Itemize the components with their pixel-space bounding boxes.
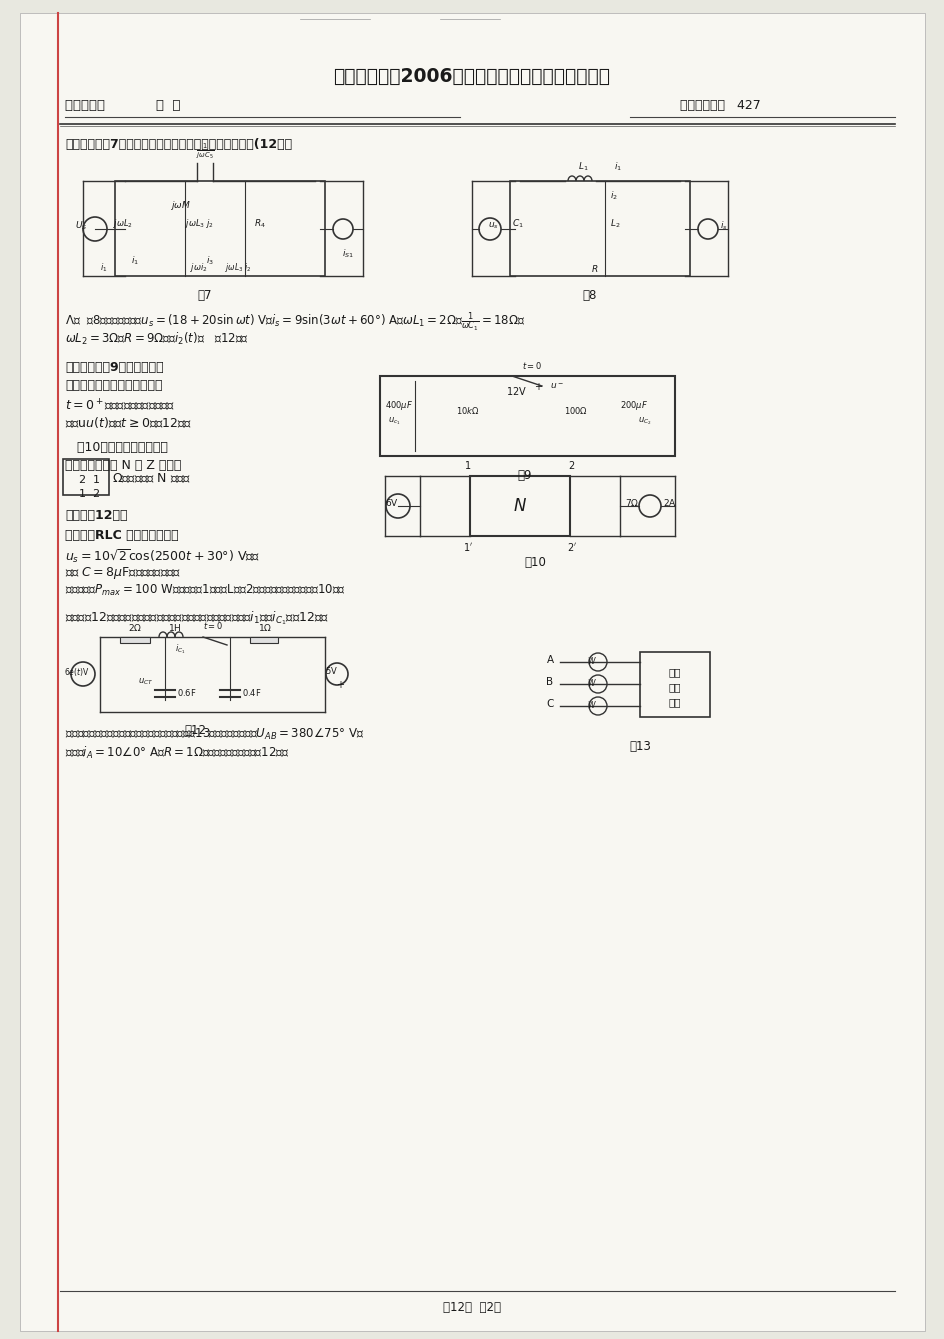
FancyBboxPatch shape — [20, 13, 924, 1331]
Text: $2'$: $2'$ — [566, 541, 577, 553]
Text: 电压u$u(t)$。（$t\geq 0$）（12分）: 电压u$u(t)$。（$t\geq 0$）（12分） — [65, 415, 192, 430]
Text: $i_s$: $i_s$ — [719, 220, 727, 232]
Text: $\omega L_2 = 3\Omega$，$R = 9\Omega$，求$i_2(t)$。   （12分）: $\omega L_2 = 3\Omega$，$R = 9\Omega$，求$i… — [65, 331, 248, 347]
Text: $1\mathrm{H}$: $1\mathrm{H}$ — [168, 623, 181, 633]
Bar — [510, 181, 689, 276]
Text: 十三、用两功率表测对称三相电路功率的接线如图13所示，已知线电压$U_{AB} = 380\angle 75°$ V，: 十三、用两功率表测对称三相电路功率的接线如图13所示，已知线电压$U_{AB} … — [65, 727, 363, 742]
Text: $1$: $1$ — [464, 459, 471, 471]
Text: $+$: $+$ — [534, 380, 543, 391]
Text: $j\omega M$: $j\omega M$ — [170, 200, 191, 212]
Text: 图10所示电路中，不含独: 图10所示电路中，不含独 — [65, 441, 168, 454]
Text: 图9: 图9 — [517, 469, 531, 482]
Text: $t{=}0$: $t{=}0$ — [521, 360, 542, 371]
Text: 十一、　RLC 串联电路至电源: 十一、 RLC 串联电路至电源 — [65, 529, 178, 542]
Text: $R$: $R$ — [591, 262, 598, 273]
Bar — [115, 181, 325, 276]
Text: $200\mu F$: $200\mu F$ — [619, 399, 648, 412]
Text: 图10: 图10 — [524, 556, 546, 569]
Text: 图7: 图7 — [197, 289, 212, 303]
Text: C: C — [546, 699, 553, 708]
Text: 九、电路如图9所示，开关原: 九、电路如图9所示，开关原 — [65, 362, 163, 374]
Text: $j\omega L_3\ j_2$: $j\omega L_3\ j_2$ — [185, 217, 214, 230]
Text: $u_{c_1}$: $u_{c_1}$ — [388, 415, 400, 427]
Text: $2\mathrm{A}$: $2\mathrm{A}$ — [663, 498, 676, 509]
Text: $+$: $+$ — [336, 679, 346, 690]
Text: 科目代码：：   427: 科目代码：： 427 — [680, 99, 760, 112]
Bar — [639, 652, 709, 716]
Text: $6e(t)$V: $6e(t)$V — [64, 665, 90, 678]
Text: $i_3$: $i_3$ — [206, 254, 213, 268]
Text: $L_2$: $L_2$ — [609, 218, 619, 230]
Text: 图13: 图13 — [629, 740, 650, 753]
Text: $\frac{1}{j\omega C_5}$: $\frac{1}{j\omega C_5}$ — [195, 142, 214, 161]
Text: $U_S$: $U_S$ — [75, 220, 87, 232]
Bar — [120, 637, 150, 643]
Text: $W$: $W$ — [586, 655, 597, 665]
Text: $t=0$: $t=0$ — [203, 620, 223, 631]
Text: $2\Omega$: $2\Omega$ — [127, 623, 142, 633]
Text: $u^-$: $u^-$ — [549, 382, 564, 391]
Text: 太原理工大剦2006年攻读硕士研究生入学考试试题: 太原理工大剦2006年攻读硕士研究生入学考试试题 — [333, 67, 610, 86]
Text: $i_1$: $i_1$ — [100, 261, 108, 274]
Text: $1'$: $1'$ — [463, 541, 473, 553]
Text: $6\mathrm{V}$: $6\mathrm{V}$ — [385, 498, 398, 509]
Text: $i_1$: $i_1$ — [614, 161, 621, 173]
Text: $\Omega$，试求网络 N 消耗的: $\Omega$，试求网络 N 消耗的 — [112, 473, 191, 486]
Text: 立源二端口网络 N 的 Z 参数为: 立源二端口网络 N 的 Z 参数为 — [65, 459, 181, 473]
Text: 三相: 三相 — [668, 682, 681, 692]
Text: $W$: $W$ — [586, 676, 597, 687]
Text: A: A — [546, 655, 553, 665]
Text: 图8: 图8 — [582, 289, 597, 303]
Text: $1\ \ 2$: $1\ \ 2$ — [78, 487, 100, 499]
Text: $j\omega i_2$: $j\omega i_2$ — [190, 261, 208, 274]
Text: 电容 $C = 8\mu$F时，电路中吸收的: 电容 $C = 8\mu$F时，电路中吸收的 — [65, 565, 181, 581]
Text: $\Lambda$、  图8所示电路，已知$u_s = (18 + 20\sin \omega t)$ V，$i_s = 9\sin(3\omega t + 6: $\Lambda$、 图8所示电路，已知$u_s = (18 + 20\sin … — [65, 311, 525, 335]
Text: 共12页  焱2页: 共12页 焱2页 — [443, 1302, 500, 1314]
Text: $i_1$: $i_1$ — [131, 254, 139, 268]
Text: $u_s = 10\sqrt{2}\cos(2500t + 30\degree)$ V，当: $u_s = 10\sqrt{2}\cos(2500t + 30\degree)… — [65, 548, 261, 565]
Text: 负载: 负载 — [668, 698, 681, 707]
Text: 考试科目：            电  路: 考试科目： 电 路 — [65, 99, 180, 112]
Text: $L_1$: $L_1$ — [577, 161, 587, 173]
Text: B: B — [546, 678, 553, 687]
Text: 图12: 图12 — [184, 724, 206, 736]
Text: $u_s$: $u_s$ — [487, 221, 497, 232]
Text: 功率最大，$P_{max} = 100$ W，试求：（1）电感L；（2）作出电路的向量图。（10分）: 功率最大，$P_{max} = 100$ W，试求：（1）电感L；（2）作出电路… — [65, 582, 346, 599]
Text: $2$: $2$ — [567, 459, 575, 471]
Bar — [250, 637, 278, 643]
Text: 功率。（12分）: 功率。（12分） — [65, 509, 127, 522]
Text: $0.6\mathrm{F}$: $0.6\mathrm{F}$ — [177, 687, 196, 698]
Text: $7\Omega$: $7\Omega$ — [624, 498, 638, 509]
Text: $1\Omega$: $1\Omega$ — [258, 623, 272, 633]
Text: 来闭合，且电路已处于稳态。: 来闭合，且电路已处于稳态。 — [65, 379, 162, 392]
Text: $N$: $N$ — [513, 497, 527, 516]
Text: 十二、图12所示电路，在换路前已达稳态，用拉普拉斯变换法求$i_1$，和$i_{C_1}$。（12分）: 十二、图12所示电路，在换路前已达稳态，用拉普拉斯变换法求$i_1$，和$i_{… — [65, 609, 329, 627]
Bar — [379, 376, 674, 457]
Text: $t=0^+$时开关打开，求开关两端: $t=0^+$时开关打开，求开关两端 — [65, 396, 176, 412]
Text: $10k\Omega$: $10k\Omega$ — [456, 406, 480, 416]
Text: $W$: $W$ — [586, 699, 597, 710]
Text: 对称: 对称 — [668, 667, 681, 678]
Bar — [469, 475, 569, 536]
Text: 七、试写出图7所示电路的网孔电流方程。（不必求解）(12分）: 七、试写出图7所示电路的网孔电流方程。（不必求解）(12分） — [65, 138, 292, 151]
Text: $i_2$: $i_2$ — [610, 190, 617, 202]
Text: $400\mu F$: $400\mu F$ — [384, 399, 413, 412]
Text: 线电流$i_A = 10\angle 0°$ A，$R = 1\Omega$，求两功率表读数。（12分）: 线电流$i_A = 10\angle 0°$ A，$R = 1\Omega$，求… — [65, 744, 290, 761]
Text: $2\ \ 1$: $2\ \ 1$ — [78, 473, 100, 485]
Text: $100\Omega$: $100\Omega$ — [564, 406, 587, 416]
Text: $12\mathrm{V}$: $12\mathrm{V}$ — [506, 386, 527, 396]
Text: $5\mathrm{V}$: $5\mathrm{V}$ — [324, 665, 337, 676]
Text: $R_4$: $R_4$ — [254, 218, 265, 230]
Text: $u_{CT}$: $u_{CT}$ — [138, 676, 153, 687]
Text: $j\omega L_2$: $j\omega L_2$ — [113, 217, 133, 230]
Text: $u_{C_2}$: $u_{C_2}$ — [637, 415, 651, 427]
Text: $i_{C_1}$: $i_{C_1}$ — [175, 641, 185, 656]
Text: $j\omega L_3\ i_2$: $j\omega L_3\ i_2$ — [225, 261, 251, 274]
Text: $C_1$: $C_1$ — [512, 218, 523, 230]
Text: $i_{S1}$: $i_{S1}$ — [342, 246, 354, 260]
Text: $0.4\mathrm{F}$: $0.4\mathrm{F}$ — [242, 687, 261, 698]
